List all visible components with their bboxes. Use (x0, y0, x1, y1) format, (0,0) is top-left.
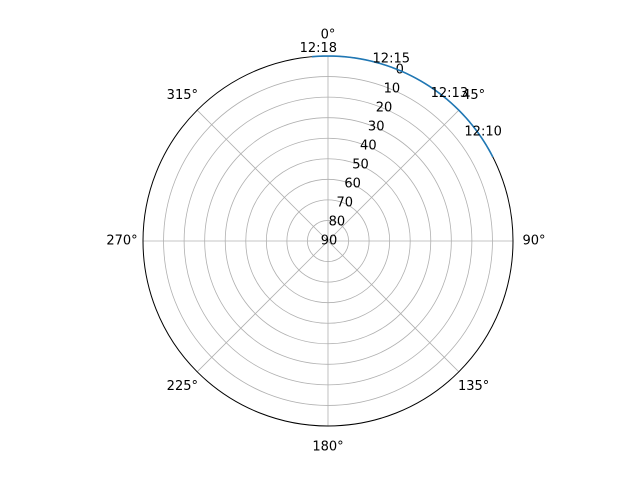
series-line (311, 55, 494, 158)
theta-tick-label: 225° (167, 379, 198, 394)
radial-tick-label: 80 (329, 215, 346, 230)
theta-tick-label: 90° (522, 234, 545, 249)
grid-layer (142, 55, 514, 427)
radial-tick-label: 50 (352, 158, 369, 173)
radial-tick-label: 70 (336, 196, 353, 211)
theta-tick-label: 135° (458, 379, 489, 394)
radial-tick-label: 60 (344, 177, 361, 192)
radial-tick-label: 90 (321, 234, 338, 249)
radial-tick-label: 40 (360, 139, 377, 154)
time-annotation: 12:15 (373, 52, 410, 67)
theta-tick-label: 315° (167, 88, 198, 103)
time-annotation: 12:13 (431, 86, 468, 101)
theta-tick-label: 45° (462, 88, 485, 103)
series-layer (311, 55, 494, 158)
angular-gridline (327, 109, 460, 242)
theta-tick-label: 270° (106, 234, 137, 249)
theta-tick-labels: 0° 45° 90° 135° 180° 225° 270° 315° (106, 28, 545, 455)
theta-tick-label: 0° (321, 28, 336, 43)
angular-gridline (196, 240, 329, 373)
angular-gridline (327, 240, 460, 373)
angular-gridline (196, 109, 329, 242)
radial-tick-label: 10 (384, 82, 401, 97)
time-annotation: 12:10 (464, 125, 501, 140)
time-annotation: 12:18 (300, 41, 337, 56)
radial-tick-label: 20 (376, 101, 393, 116)
theta-tick-label: 180° (312, 440, 343, 455)
radial-tick-label: 30 (368, 120, 385, 135)
annotation-layer: 12:10 12:13 12:15 12:18 (300, 41, 502, 140)
